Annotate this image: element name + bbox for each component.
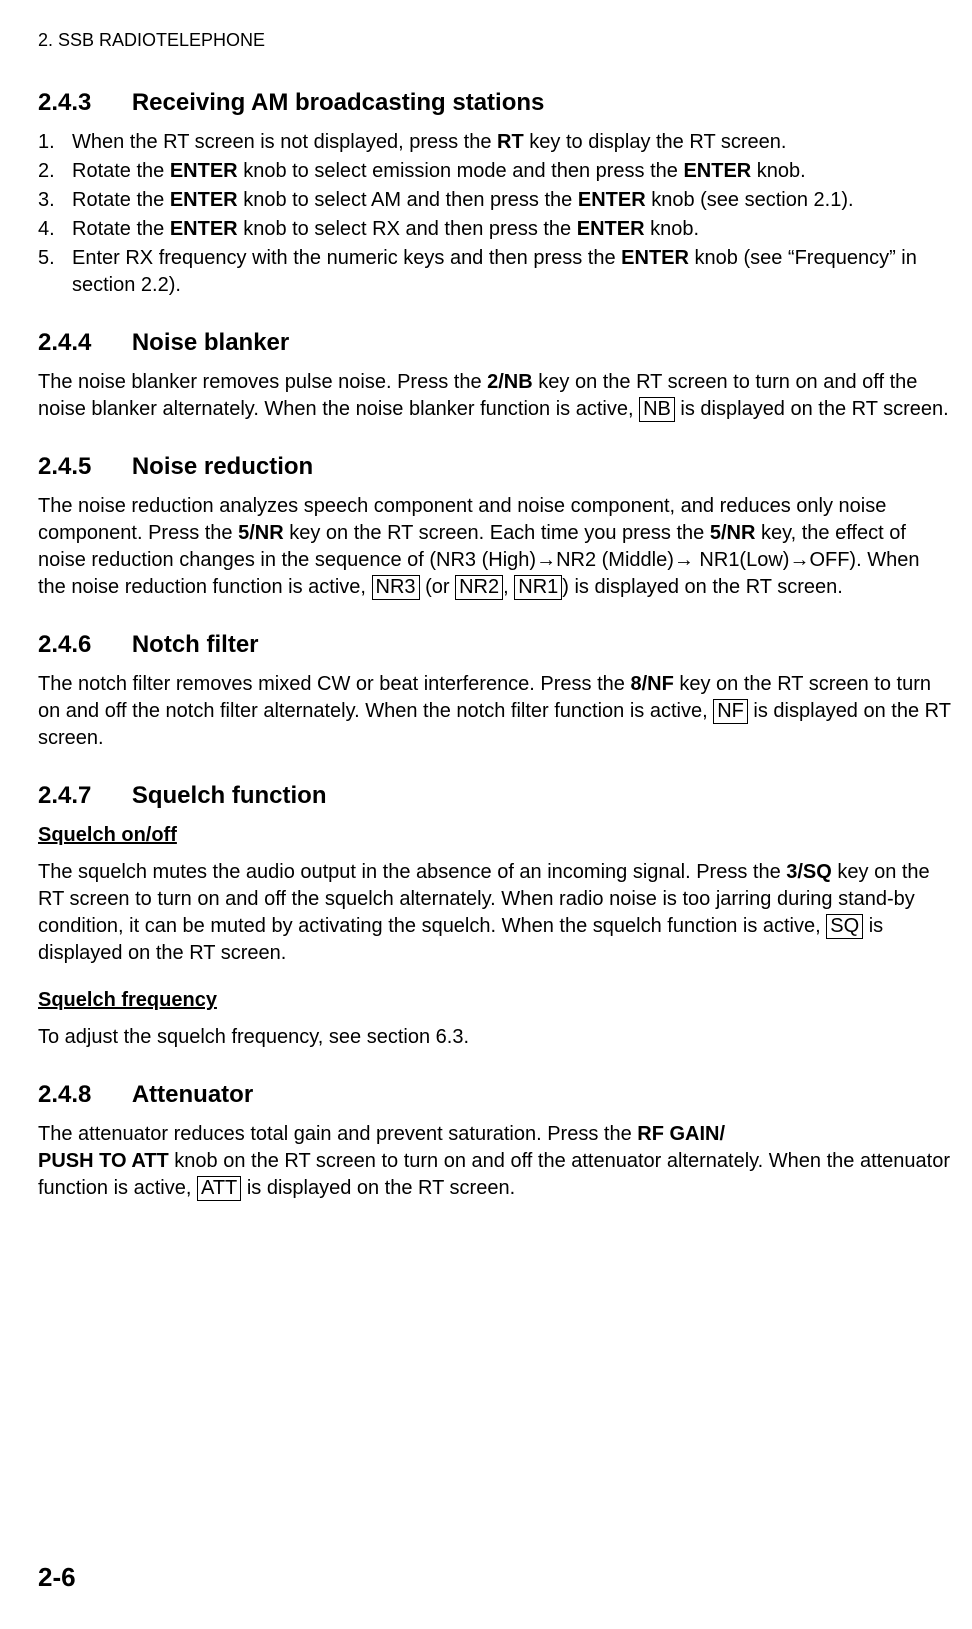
section-num: 2.4.5	[38, 453, 91, 481]
key-name: 8/NF	[630, 673, 673, 695]
body-text: The squelch mutes the audio output in th…	[38, 861, 786, 883]
key-name: 2/NB	[487, 371, 533, 393]
manual-page: 2. SSB RADIOTELEPHONE 2.4.3 Receiving AM…	[0, 0, 972, 1629]
step-text: When the RT screen is not displayed, pre…	[72, 131, 497, 153]
body-text: The noise blanker removes pulse noise. P…	[38, 371, 487, 393]
section-body-247a: The squelch mutes the audio output in th…	[38, 859, 952, 967]
key-name: ENTER	[170, 189, 238, 211]
body-text: The attenuator reduces total gain and pr…	[38, 1123, 637, 1145]
section-body-245: The noise reduction analyzes speech comp…	[38, 493, 952, 601]
indicator-box: NB	[639, 397, 675, 422]
step-text: key to display the RT screen.	[524, 131, 787, 153]
section-heading-248: 2.4.8 Attenuator	[38, 1081, 952, 1109]
key-name: ENTER	[170, 160, 238, 182]
body-text: (or	[420, 576, 456, 598]
body-text: ) is displayed on the RT screen.	[562, 576, 843, 598]
section-num: 2.4.7	[38, 782, 91, 810]
step-text: Rotate the	[72, 160, 170, 182]
indicator-box: NF	[713, 699, 748, 724]
section-title: Noise reduction	[132, 453, 313, 481]
section-heading-243: 2.4.3 Receiving AM broadcasting stations	[38, 89, 952, 117]
indicator-box: NR1	[514, 575, 562, 600]
body-text: ,	[503, 576, 514, 598]
indicator-box: SQ	[826, 914, 863, 939]
page-number: 2-6	[38, 1562, 76, 1593]
key-name: ENTER	[578, 189, 646, 211]
section-num: 2.4.3	[38, 89, 91, 117]
step-item: Rotate the ENTER knob to select emission…	[72, 158, 952, 185]
step-text: knob (see section 2.1).	[646, 189, 854, 211]
step-text: knob to select AM and then press the	[238, 189, 578, 211]
step-item: Rotate the ENTER knob to select AM and t…	[72, 187, 952, 214]
step-item: Enter RX frequency with the numeric keys…	[72, 245, 952, 299]
step-text: Rotate the	[72, 218, 170, 240]
indicator-box: ATT	[197, 1176, 241, 1201]
key-name: RT	[497, 131, 524, 153]
step-item: When the RT screen is not displayed, pre…	[72, 129, 952, 156]
section-num: 2.4.8	[38, 1081, 91, 1109]
steps-list-243: When the RT screen is not displayed, pre…	[38, 129, 952, 299]
sub-heading-squelch-onoff: Squelch on/off	[38, 824, 952, 847]
section-body-248: The attenuator reduces total gain and pr…	[38, 1121, 952, 1202]
section-body-244: The noise blanker removes pulse noise. P…	[38, 369, 952, 423]
key-name: RF GAIN/	[637, 1123, 725, 1145]
sub-heading-squelch-freq: Squelch frequency	[38, 989, 952, 1012]
key-name: 5/NR	[710, 522, 756, 544]
indicator-box: NR3	[372, 575, 420, 600]
key-name: ENTER	[170, 218, 238, 240]
key-name: PUSH TO ATT	[38, 1150, 169, 1172]
key-name: 3/SQ	[786, 861, 832, 883]
body-text: is displayed on the RT screen.	[241, 1177, 515, 1199]
step-text: Enter RX frequency with the numeric keys…	[72, 247, 621, 269]
step-text: knob.	[645, 218, 699, 240]
key-name: ENTER	[621, 247, 689, 269]
body-text: is displayed on the RT screen.	[675, 398, 949, 420]
section-heading-244: 2.4.4 Noise blanker	[38, 329, 952, 357]
key-name: ENTER	[577, 218, 645, 240]
section-body-246: The notch filter removes mixed CW or bea…	[38, 671, 952, 752]
body-text: The notch filter removes mixed CW or bea…	[38, 673, 630, 695]
step-text: knob.	[751, 160, 805, 182]
step-item: Rotate the ENTER knob to select RX and t…	[72, 216, 952, 243]
indicator-box: NR2	[455, 575, 503, 600]
step-text: knob to select emission mode and then pr…	[238, 160, 684, 182]
key-name: ENTER	[683, 160, 751, 182]
section-body-247b: To adjust the squelch frequency, see sec…	[38, 1024, 952, 1051]
step-text: Rotate the	[72, 189, 170, 211]
section-title: Notch filter	[132, 631, 259, 659]
body-text: key on the RT screen. Each time you pres…	[284, 522, 710, 544]
key-name: 5/NR	[238, 522, 284, 544]
section-num: 2.4.6	[38, 631, 91, 659]
section-title: Receiving AM broadcasting stations	[132, 89, 545, 117]
section-heading-245: 2.4.5 Noise reduction	[38, 453, 952, 481]
step-text: knob to select RX and then press the	[238, 218, 577, 240]
section-title: Squelch function	[132, 782, 327, 810]
section-heading-247: 2.4.7 Squelch function	[38, 782, 952, 810]
section-title: Attenuator	[132, 1081, 253, 1109]
chapter-header: 2. SSB RADIOTELEPHONE	[38, 30, 952, 51]
section-heading-246: 2.4.6 Notch filter	[38, 631, 952, 659]
section-num: 2.4.4	[38, 329, 91, 357]
section-title: Noise blanker	[132, 329, 289, 357]
